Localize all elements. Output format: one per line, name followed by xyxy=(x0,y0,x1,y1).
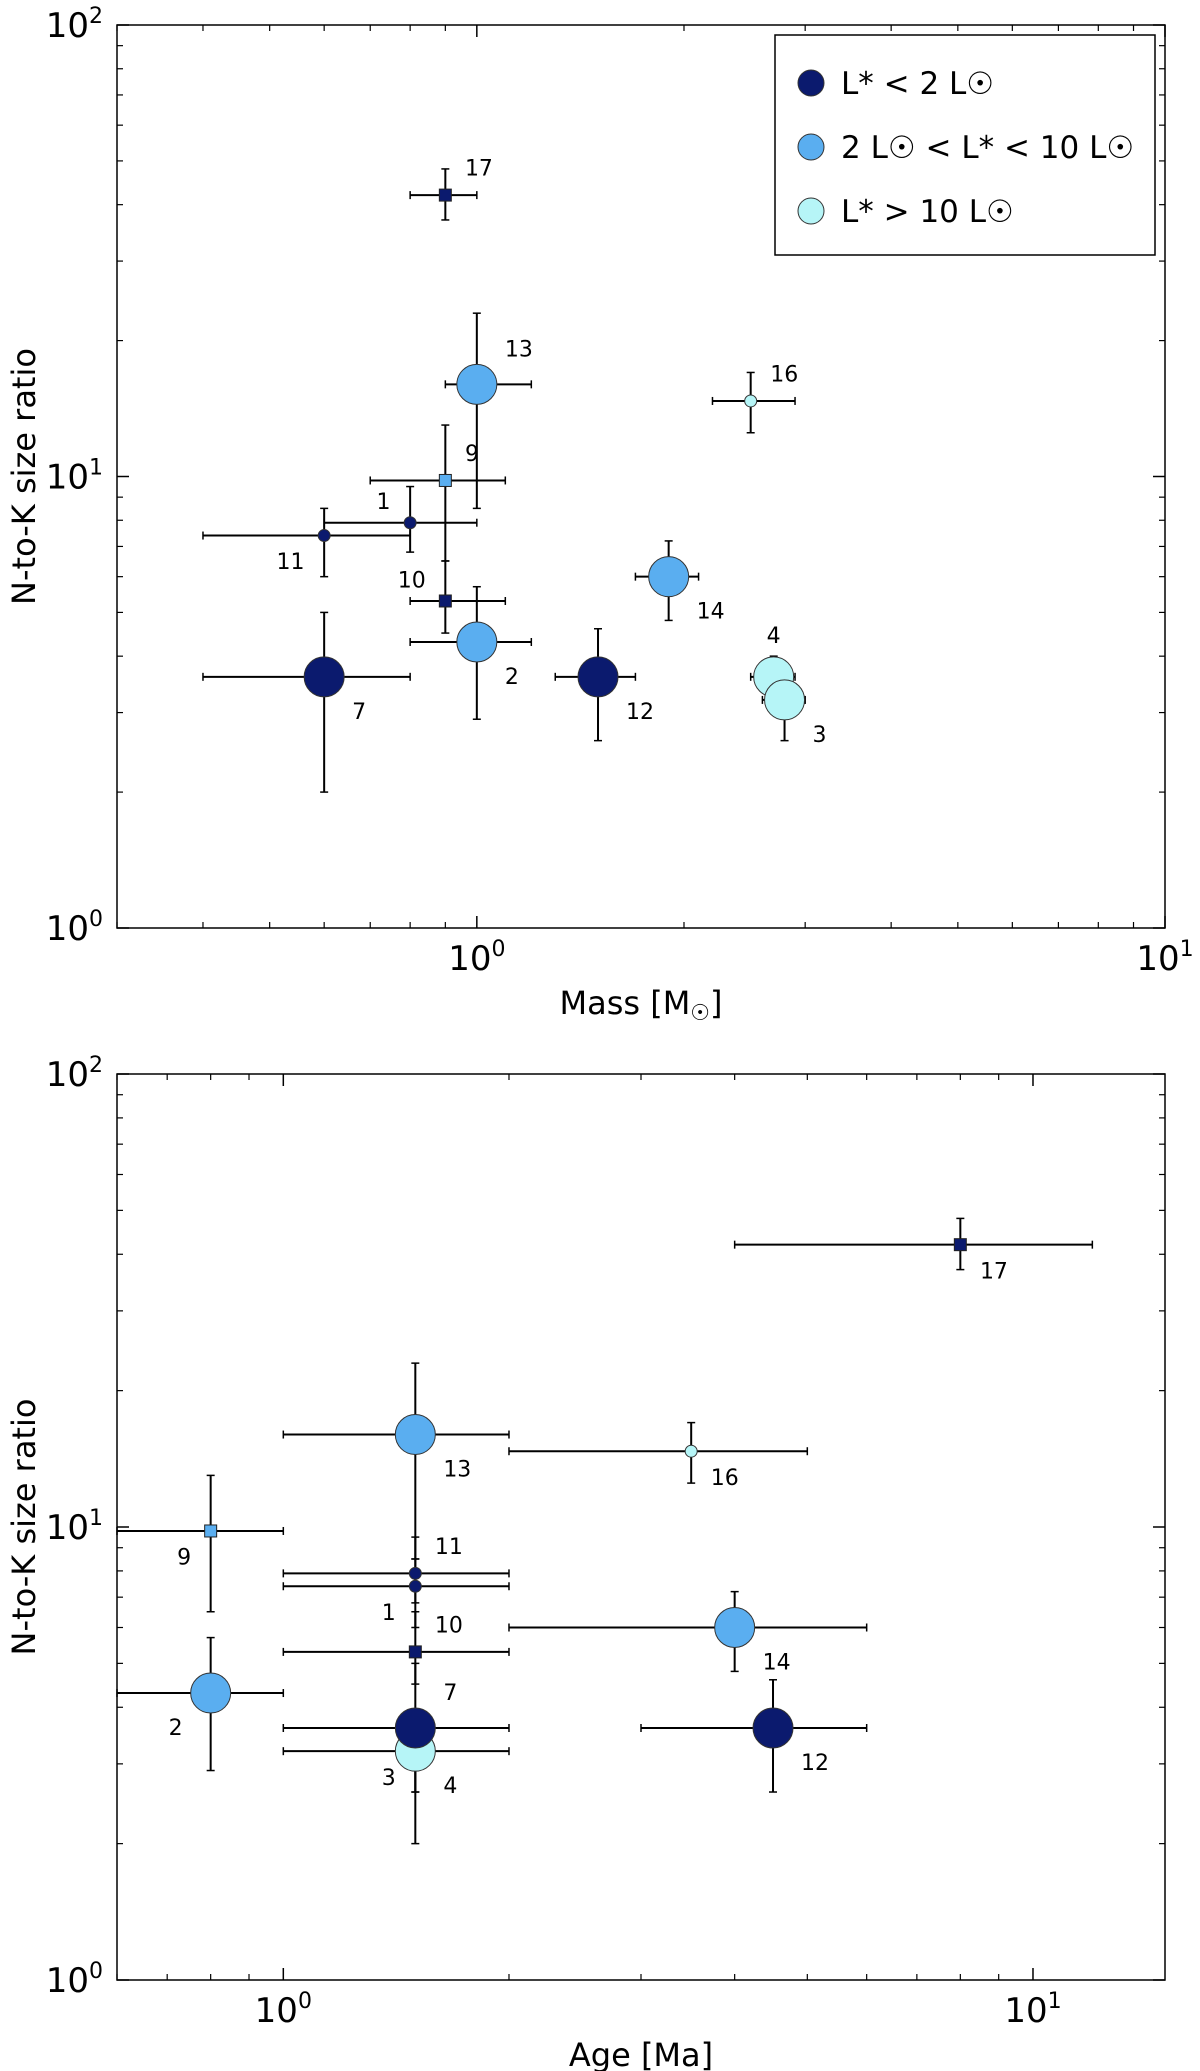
error-bar xyxy=(202,507,411,578)
point-label: 16 xyxy=(770,362,798,387)
y-axis-label: N-to-K size ratio xyxy=(5,1399,43,1656)
point-label: 13 xyxy=(505,337,533,362)
point-label: 10 xyxy=(435,1613,463,1638)
point-label: 3 xyxy=(813,723,827,748)
legend-label-high: L* > 10 L☉ xyxy=(841,194,1014,230)
error-bar xyxy=(116,1474,285,1613)
point-label: 7 xyxy=(352,700,366,725)
data-point-circle-14 xyxy=(714,1606,756,1648)
data-point-circle-11 xyxy=(408,1566,422,1580)
data-point-circle-1 xyxy=(403,516,417,530)
data-point-circle-13 xyxy=(394,1414,436,1456)
point-label: 11 xyxy=(435,1535,463,1560)
legend-box xyxy=(774,34,1156,256)
point-label: 1 xyxy=(377,490,391,515)
point-label: 4 xyxy=(767,624,781,649)
data-point-square-9 xyxy=(204,1524,218,1538)
y-axis-label: N-to-K size ratio xyxy=(5,348,43,605)
x-tick-label: 100 xyxy=(448,937,505,979)
point-label: 2 xyxy=(505,665,519,690)
point-label: 10 xyxy=(398,568,426,593)
point-label: 17 xyxy=(980,1259,1008,1284)
plot-frame xyxy=(116,1073,1166,1981)
point-label: 7 xyxy=(443,1681,457,1706)
legend-label-mid: 2 L☉ < L* < 10 L☉ xyxy=(841,130,1134,166)
data-point-circle-1 xyxy=(408,1579,422,1593)
data-point-circle-16 xyxy=(744,394,758,408)
data-point-circle-13 xyxy=(456,363,498,405)
data-point-square-10 xyxy=(438,594,452,608)
data-point-circle-12 xyxy=(577,656,619,698)
data-point-square-17 xyxy=(953,1238,967,1252)
point-label: 9 xyxy=(177,1546,191,1571)
y-tick-label: 101 xyxy=(46,1506,103,1548)
data-point-circle-12 xyxy=(752,1707,794,1749)
data-point-circle-3 xyxy=(764,679,806,721)
point-label: 2 xyxy=(169,1716,183,1741)
data-point-circle-16 xyxy=(684,1444,698,1458)
y-tick-label: 102 xyxy=(46,1053,103,1095)
minor-ticks xyxy=(116,1074,1165,1980)
data-point-square-9 xyxy=(438,473,452,487)
x-tick-label: 101 xyxy=(1136,937,1193,979)
data-point-circle-7 xyxy=(394,1707,436,1749)
legend-marker-low xyxy=(797,69,825,97)
y-tick-label: 102 xyxy=(46,4,103,46)
legend-marker-mid xyxy=(797,133,825,161)
y-tick-label: 100 xyxy=(46,1959,103,2001)
point-label: 14 xyxy=(763,1650,791,1675)
x-tick-label: 100 xyxy=(255,1989,312,2031)
legend-marker-high xyxy=(797,197,825,225)
point-label: 4 xyxy=(443,1774,457,1799)
point-label: 3 xyxy=(382,1766,396,1791)
y-tick-label: 100 xyxy=(46,907,103,949)
x-tick-label: 101 xyxy=(1004,1989,1061,2031)
x-axis-label: Mass [M☉] xyxy=(559,984,722,1026)
legend: L* < 2 L☉ 2 L☉ < L* < 10 L☉ L* > 10 L☉ xyxy=(774,34,1156,256)
point-label: 16 xyxy=(711,1466,739,1491)
data-point-square-17 xyxy=(438,188,452,202)
data-point-circle-2 xyxy=(190,1672,232,1714)
legend-label-low: L* < 2 L☉ xyxy=(841,66,994,102)
point-label: 13 xyxy=(443,1458,471,1483)
point-label: 9 xyxy=(465,442,479,467)
data-point-circle-7 xyxy=(303,656,345,698)
x-axis-label: Age [Ma] xyxy=(569,2036,713,2071)
point-label: 11 xyxy=(277,550,305,575)
data-point-circle-14 xyxy=(648,556,690,598)
point-label: 14 xyxy=(697,600,725,625)
point-label: 12 xyxy=(801,1751,829,1776)
data-point-square-10 xyxy=(408,1645,422,1659)
data-point-circle-11 xyxy=(317,529,331,543)
point-label: 12 xyxy=(626,700,654,725)
point-label: 17 xyxy=(465,157,493,182)
y-tick-label: 101 xyxy=(46,456,103,498)
minor-ticks xyxy=(116,25,1165,928)
point-label: 1 xyxy=(382,1601,396,1626)
data-point-circle-2 xyxy=(456,621,498,663)
